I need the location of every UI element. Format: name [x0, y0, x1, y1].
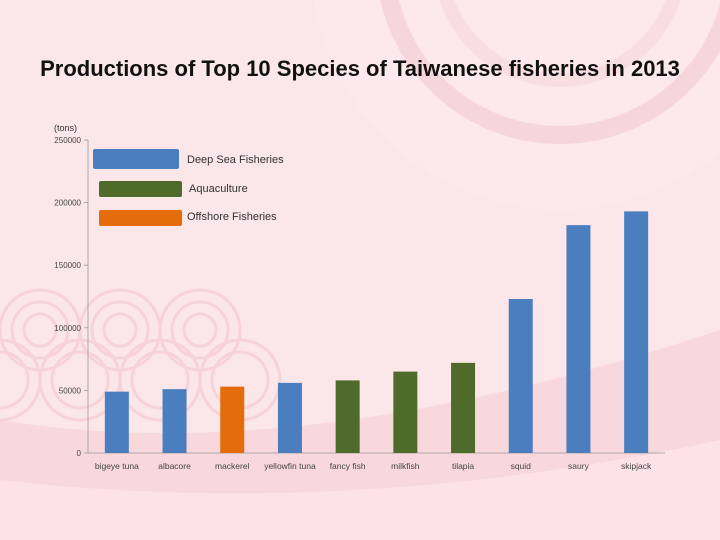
x-tick-label: skipjack	[621, 461, 652, 471]
legend-label: Deep Sea Fisheries	[187, 154, 284, 166]
legend-swatch	[99, 210, 182, 226]
y-tick-label: 0	[77, 449, 82, 458]
x-tick-label: tilapia	[452, 461, 474, 471]
y-tick-label: 200000	[54, 199, 81, 208]
x-tick-label: squid	[511, 461, 532, 471]
x-axis-labels: bigeye tuna albacore mackerel yellowfin tun…	[95, 461, 652, 471]
y-tick-label: 100000	[54, 324, 81, 333]
y-axis-unit-label: (tons)	[54, 123, 77, 133]
bar-fancy-fish	[335, 380, 360, 453]
legend-label: Aquaculture	[189, 183, 248, 195]
x-tick-label: milkfish	[391, 461, 420, 471]
legend: Deep Sea Fisheries Aquaculture Offshore Fi…	[93, 149, 284, 226]
chart-title: Productions of Top 10 Species of Taiwane…	[40, 56, 680, 81]
y-tick-label: 50000	[59, 386, 82, 395]
bar-yellowfin-tuna	[277, 382, 302, 453]
bar-mackerel	[220, 386, 245, 453]
legend-swatch	[93, 149, 179, 169]
bar-milkfish	[393, 371, 418, 453]
bar-bigeye-tuna	[104, 391, 129, 453]
x-tick-label: fancy fish	[330, 461, 366, 471]
x-tick-label: mackerel	[215, 461, 250, 471]
x-tick-label: bigeye tuna	[95, 461, 139, 471]
bar-tilapia	[451, 362, 476, 453]
bars	[104, 211, 649, 453]
y-tick-label: 150000	[54, 261, 81, 270]
x-tick-label: albacore	[158, 461, 191, 471]
y-tick-label: 250000	[54, 136, 81, 145]
x-tick-label: yellowfin tuna	[264, 461, 316, 471]
bar-saury	[566, 225, 591, 453]
bar-squid	[508, 299, 533, 453]
x-tick-label: saury	[568, 461, 590, 471]
legend-label: Offshore Fisheries	[187, 211, 277, 223]
bar-skipjack	[624, 211, 649, 453]
bar-albacore	[162, 389, 187, 453]
legend-swatch	[99, 181, 182, 197]
